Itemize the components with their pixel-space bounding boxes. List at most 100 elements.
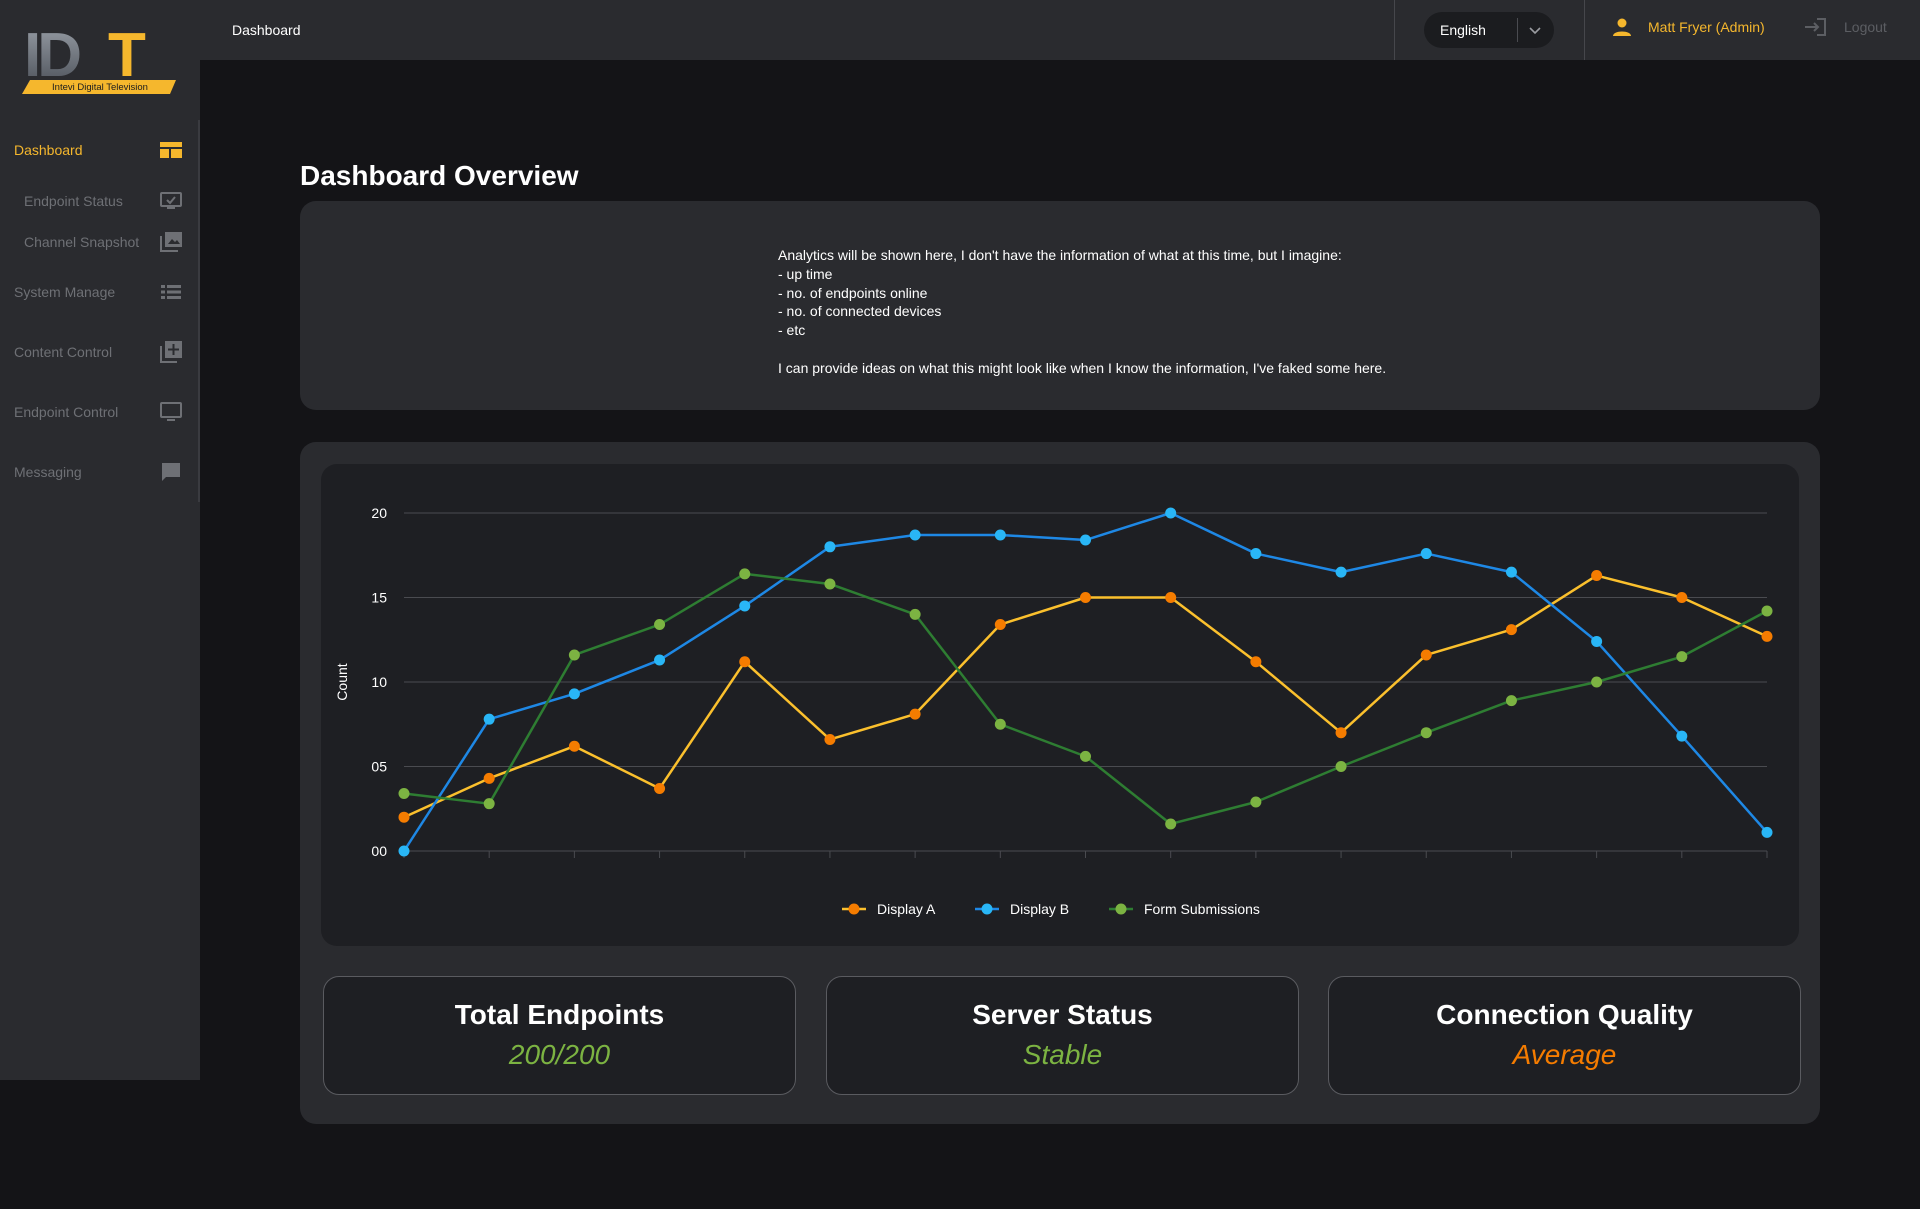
data-point	[1080, 750, 1091, 762]
sidebar-item-messaging[interactable]: Messaging	[0, 454, 200, 490]
data-point	[824, 578, 836, 590]
sidebar-item-label: Dashboard	[14, 142, 83, 158]
data-point	[1080, 534, 1091, 546]
monitor-check-icon	[160, 190, 182, 212]
data-point	[1165, 818, 1177, 830]
legend-label: Display A	[877, 901, 936, 917]
data-point	[1250, 796, 1262, 808]
logout-button[interactable]: Logout	[1804, 18, 1887, 36]
data-point	[1335, 727, 1347, 739]
sidebar-item-endpoint-status[interactable]: Endpoint Status	[0, 183, 200, 219]
data-point	[994, 619, 1006, 631]
language-select[interactable]: English	[1424, 12, 1554, 48]
logout-icon	[1805, 18, 1826, 36]
sidebar-item-label: System Manage	[14, 284, 116, 300]
sidebar-item-endpoint-control[interactable]: Endpoint Control	[0, 394, 200, 430]
data-point	[1335, 566, 1347, 578]
info-line: - no. of connected devices	[778, 303, 942, 320]
image-gallery-icon	[160, 231, 182, 253]
topbar-divider	[1584, 0, 1585, 60]
y-tick-label: 15	[371, 590, 387, 606]
sidebar-item-label: Content Control	[14, 344, 113, 360]
top-bar: Dashboard English Matt Fryer (Admin) Log…	[200, 0, 1920, 60]
y-tick-label: 00	[371, 843, 387, 859]
data-point	[1165, 507, 1177, 519]
list-icon	[160, 281, 182, 303]
sidebar-item-label: Endpoint Status	[24, 193, 123, 209]
stat-card-connection-quality: Connection Quality Average	[1328, 976, 1801, 1095]
y-axis-label: Count	[334, 663, 350, 700]
data-point	[1591, 635, 1603, 647]
line-chart-card: 00 05 10 15 20 Count Display A Display B Form Su…	[321, 464, 1799, 946]
sidebar-divider	[198, 120, 200, 502]
dashboard-icon	[160, 139, 182, 161]
data-point	[1761, 826, 1773, 838]
stat-title: Connection Quality	[1436, 999, 1693, 1030]
data-point	[1165, 592, 1177, 603]
data-point	[568, 740, 580, 752]
y-tick-label: 05	[371, 759, 387, 775]
data-point	[1505, 624, 1517, 636]
data-point	[483, 798, 495, 810]
sidebar-item-label: Channel Snapshot	[24, 234, 140, 250]
line-chart: 00 05 10 15 20 Count Display A Display B Form Su…	[334, 505, 1773, 917]
user-menu[interactable]: Matt Fryer (Admin)	[1612, 18, 1765, 36]
data-point	[398, 845, 410, 857]
user-name: Matt Fryer (Admin)	[1648, 19, 1765, 35]
info-line: Analytics will be shown here, I don't ha…	[778, 247, 1342, 263]
stat-value: Average	[1512, 1039, 1617, 1070]
data-point	[1420, 727, 1432, 739]
data-point	[398, 811, 410, 823]
data-point	[909, 608, 921, 620]
data-point	[739, 568, 751, 580]
stat-value: 200/200	[508, 1039, 611, 1070]
language-value: English	[1440, 22, 1486, 38]
data-point	[1420, 548, 1432, 560]
data-point	[1761, 605, 1773, 617]
stat-title: Total Endpoints	[454, 999, 665, 1030]
sidebar-item-label: Messaging	[14, 464, 82, 480]
data-point	[1676, 730, 1688, 742]
data-point	[568, 688, 580, 700]
svg-text:Intevi Digital Television: Intevi Digital Television	[52, 82, 148, 93]
sidebar-item-channel-snapshot[interactable]: Channel Snapshot	[0, 224, 200, 260]
sidebar: ID T Intevi Digital Television Dashboard…	[0, 0, 200, 1080]
info-line: I can provide ideas on what this might l…	[778, 359, 1387, 376]
data-point	[654, 619, 666, 631]
sidebar-item-dashboard[interactable]: Dashboard	[0, 120, 200, 180]
y-tick-label: 10	[371, 674, 387, 690]
series-line	[403, 574, 1768, 819]
language-divider	[1517, 18, 1518, 42]
svg-text:T: T	[108, 24, 146, 90]
stat-card-server-status: Server Status Stable	[826, 976, 1299, 1095]
user-icon	[1613, 18, 1631, 36]
data-point	[739, 600, 751, 612]
data-point	[909, 529, 921, 541]
stat-value: Stable	[1022, 1039, 1103, 1070]
chat-icon	[160, 461, 182, 483]
data-point	[1505, 566, 1517, 578]
legend-marker	[1115, 903, 1127, 915]
data-point	[1505, 695, 1517, 707]
data-point	[824, 733, 836, 745]
data-point	[994, 529, 1006, 541]
data-point	[1761, 630, 1773, 642]
data-point	[1080, 592, 1091, 603]
legend-label: Form Submissions	[1144, 901, 1260, 917]
data-point	[739, 656, 751, 668]
data-point	[483, 772, 495, 784]
add-box-icon	[160, 341, 182, 363]
chart-panel: 00 05 10 15 20 Count Display A Display B Form Su…	[300, 442, 1820, 1124]
sidebar-item-content-control[interactable]: Content Control	[0, 334, 200, 370]
series-line	[403, 572, 1768, 826]
data-point	[1335, 761, 1347, 772]
data-point	[654, 654, 666, 666]
data-point	[1250, 656, 1262, 668]
info-line: - up time	[778, 265, 833, 282]
logout-label: Logout	[1844, 19, 1887, 35]
data-point	[654, 782, 666, 794]
sidebar-item-system-manage[interactable]: System Manage	[0, 274, 200, 310]
breadcrumb[interactable]: Dashboard	[232, 22, 301, 38]
sidebar-item-label: Endpoint Control	[14, 404, 119, 420]
data-point	[568, 649, 580, 661]
